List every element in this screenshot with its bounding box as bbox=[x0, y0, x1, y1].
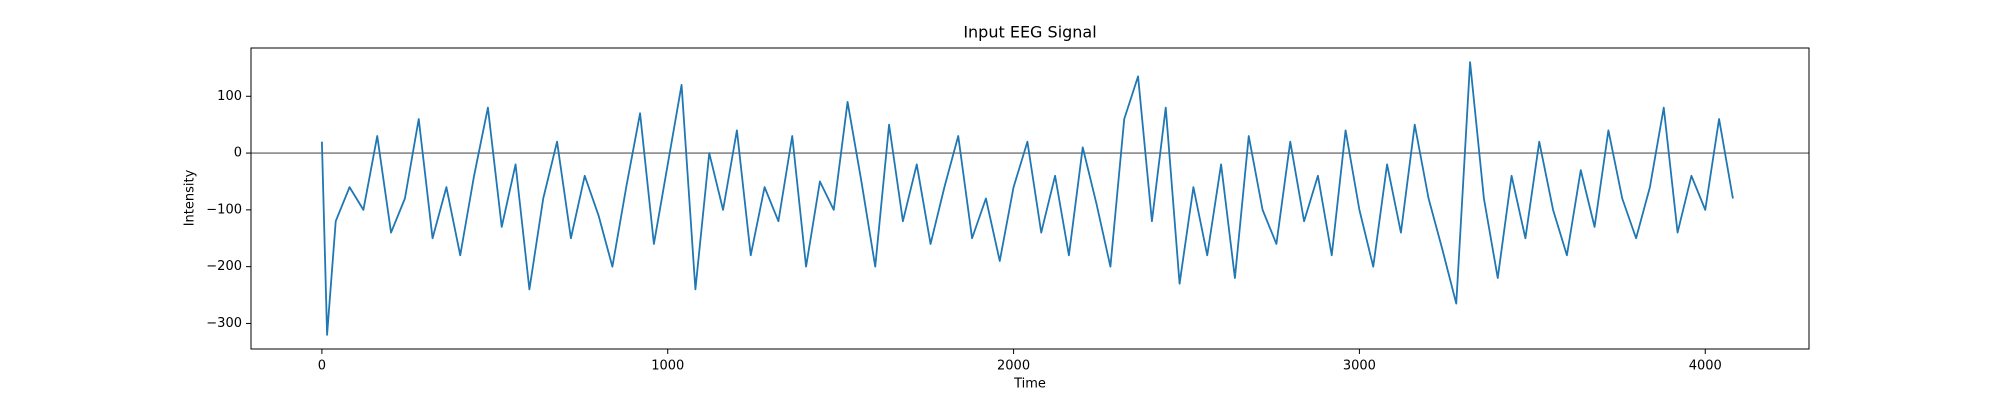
y-tick-label: 0 bbox=[234, 146, 242, 161]
chart-title: Input EEG Signal bbox=[963, 23, 1096, 42]
x-axis-label: Time bbox=[1013, 377, 1046, 392]
y-tick-label: 100 bbox=[217, 89, 242, 104]
signal-line bbox=[321, 61, 1734, 336]
x-tick-label: 1000 bbox=[651, 359, 684, 374]
plot-frame bbox=[250, 47, 1810, 350]
y-tick-label: −100 bbox=[206, 202, 242, 217]
x-tick-label: 3000 bbox=[1343, 359, 1376, 374]
y-axis-label: Intensity bbox=[183, 169, 198, 226]
x-tick-label: 0 bbox=[318, 359, 326, 374]
x-tick-label: 4000 bbox=[1689, 359, 1722, 374]
y-tick-label: −200 bbox=[206, 259, 242, 274]
x-tick-label: 2000 bbox=[997, 359, 1030, 374]
y-tick-label: −300 bbox=[206, 316, 242, 331]
